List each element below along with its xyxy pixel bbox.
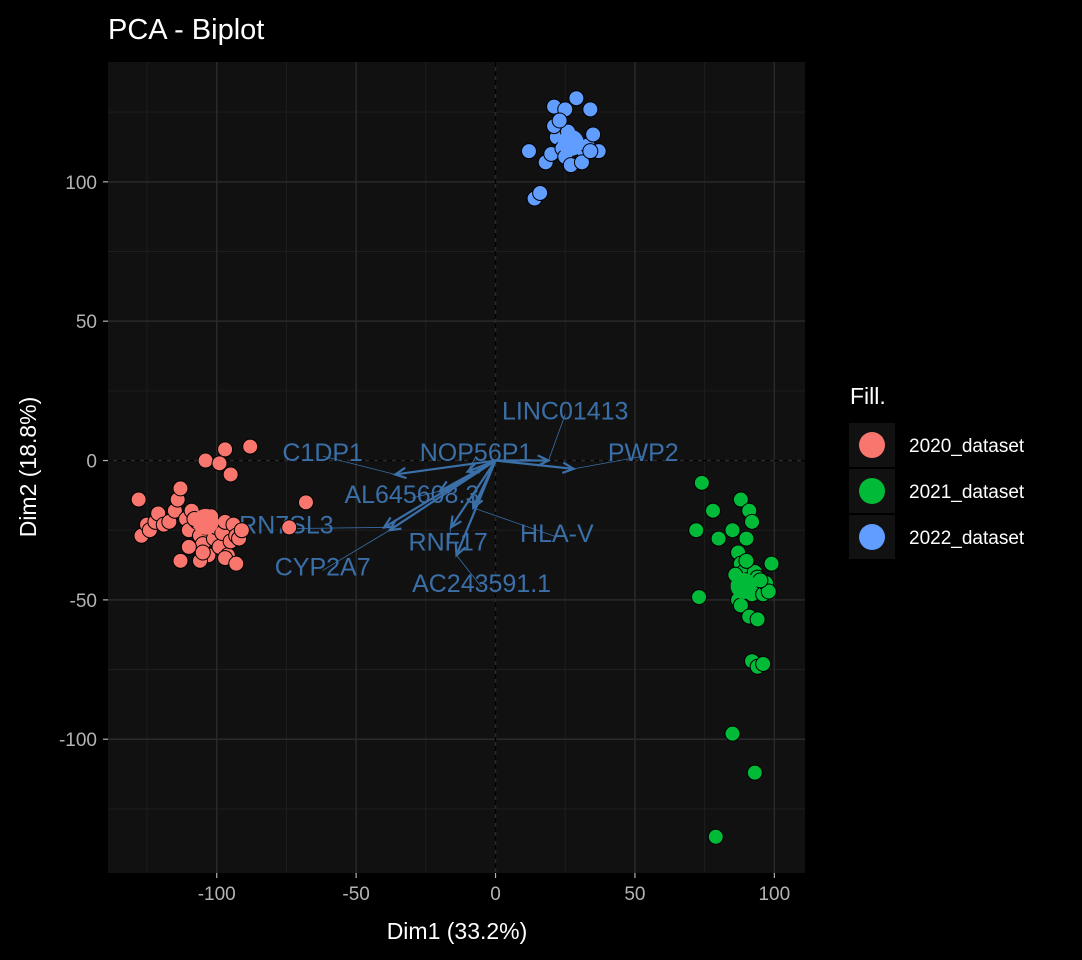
x-tick-label: 100 [758,884,790,905]
data-point [582,101,599,118]
data-point [172,480,189,497]
data-point [763,555,780,572]
plot-panel [108,62,805,873]
legend-label: 2022_dataset [909,528,1025,549]
data-point [297,494,314,511]
variable-arrow-shaft [450,459,497,529]
legend-label: 2021_dataset [909,482,1025,503]
data-point [242,438,259,455]
legend: Fill. 2020_dataset 2021_dataset 2022_datas… [849,383,1025,559]
variable-label-leader [473,507,557,538]
x-tick-label: 50 [624,884,645,905]
y-tick-label: 50 [76,312,97,333]
data-point [233,522,250,539]
variable-label: CYP2A7 [275,553,371,581]
variable-label: HLA-V [520,520,594,548]
data-points [130,90,780,845]
data-point [688,522,705,539]
data-point [724,725,741,742]
legend-swatch [859,478,885,504]
data-point [755,655,772,672]
data-point [746,764,763,781]
data-point [532,184,549,201]
variable-label: NOP56P1 [420,439,533,467]
data-point [738,530,755,547]
variable-label: C1DP1 [282,439,363,467]
data-point [211,455,228,472]
zero-reference-lines [108,62,805,873]
data-point [130,491,147,508]
group-centroids [192,129,757,599]
variable-label: AC243591.1 [412,570,551,598]
data-point [585,126,602,143]
variable-label-leader [467,455,477,472]
data-point [724,522,741,539]
variable-labels: C1DP1NOP56P1LINC01413PWP2AL645608.3RN7SL… [239,397,679,598]
variable-label: RNF17 [409,528,488,556]
data-point [520,143,537,160]
variable-label-leader [447,527,452,546]
variable-label-leader [456,555,482,588]
data-point [194,544,211,561]
data-point [707,828,724,845]
data-point [172,552,189,569]
data-point [704,502,721,519]
x-tick-label: 0 [490,884,501,905]
legend-swatch [859,432,885,458]
data-point [551,112,568,129]
variable-label-leader [286,527,385,530]
legend-label: 2020_dataset [909,436,1025,457]
data-point [281,519,298,536]
variable-arrow-shaft [388,459,497,532]
data-point [222,466,239,483]
variable-label: AL645608.3 [344,481,479,509]
y-tick-label: -50 [70,591,97,612]
y-tick-label: -100 [59,730,97,751]
data-point [582,143,599,160]
data-point [749,611,766,628]
data-point [744,513,761,530]
data-point [693,474,710,491]
variable-arrow-shaft [495,459,574,470]
variable-label-leader [548,414,566,461]
data-point [738,552,755,569]
data-point [217,441,234,458]
variable-arrow-shaft [395,459,496,476]
data-point [573,154,590,171]
x-tick-label: -50 [342,884,369,905]
y-axis-ticks: -100 -50 0 50 100 [59,173,108,751]
data-point [691,589,708,606]
data-point [732,491,749,508]
variable-label: LINC01413 [502,397,628,425]
variable-label-leader [322,455,396,475]
variable-label: PWP2 [608,439,679,467]
group-centroid [192,508,219,535]
legend-swatch [859,524,885,550]
legend-title: Fill. [850,383,886,409]
chart-title: PCA - Biplot [108,14,264,46]
variable-arrow-shaft [455,460,497,556]
x-axis-ticks: -100 -50 0 50 100 [198,873,790,905]
y-axis-title: Dim2 (18.8%) [15,397,41,538]
variable-label-leader [322,529,390,571]
data-point [180,538,197,555]
legend-items: 2020_dataset 2021_dataset 2022_dataset [849,423,1025,559]
variable-label-leader [411,490,440,499]
y-tick-label: 0 [86,452,97,473]
x-axis-title: Dim1 (33.2%) [387,918,528,944]
y-tick-label: 100 [65,173,97,194]
group-centroid [557,129,584,156]
data-point [197,452,214,469]
data-point [710,530,727,547]
group-centroid [730,572,757,599]
data-point [760,583,777,600]
data-point [568,90,585,107]
data-point [228,555,245,572]
variable-label-leader [573,455,644,470]
x-tick-label: -100 [198,884,236,905]
